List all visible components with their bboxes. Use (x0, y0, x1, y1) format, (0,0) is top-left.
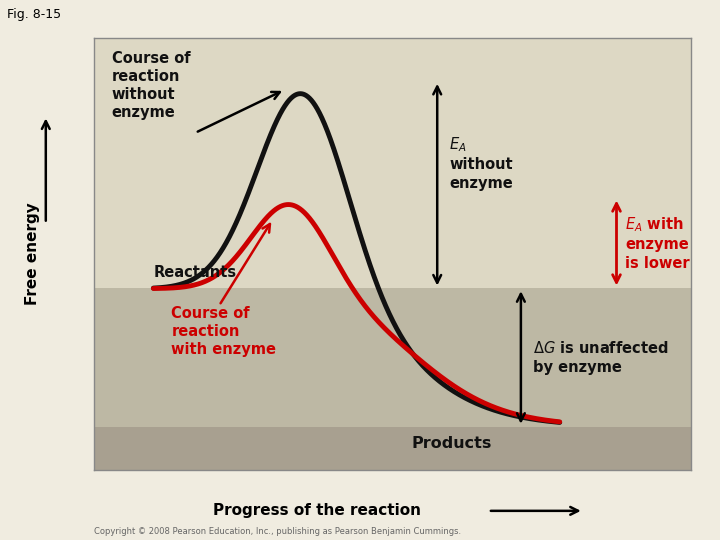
Text: Free energy: Free energy (25, 202, 40, 305)
Text: Course of
reaction
without
enzyme: Course of reaction without enzyme (112, 51, 190, 120)
Bar (94, 288, 691, 427)
Text: Progress of the reaction: Progress of the reaction (213, 503, 420, 518)
Bar (94, 38, 691, 288)
Bar (94, 427, 691, 470)
Text: Reactants: Reactants (153, 265, 236, 280)
Text: $E_A$
without
enzyme: $E_A$ without enzyme (449, 135, 513, 191)
Text: Copyright © 2008 Pearson Education, Inc., publishing as Pearson Benjamin Cumming: Copyright © 2008 Pearson Education, Inc.… (94, 526, 461, 536)
Text: $\Delta G$ is unaffected
by enzyme: $\Delta G$ is unaffected by enzyme (533, 340, 668, 375)
Text: $E_A$ with
enzyme
is lower: $E_A$ with enzyme is lower (626, 215, 690, 271)
Text: Course of
reaction
with enzyme: Course of reaction with enzyme (171, 306, 276, 356)
Text: Fig. 8-15: Fig. 8-15 (7, 8, 61, 21)
Text: Products: Products (412, 436, 492, 451)
